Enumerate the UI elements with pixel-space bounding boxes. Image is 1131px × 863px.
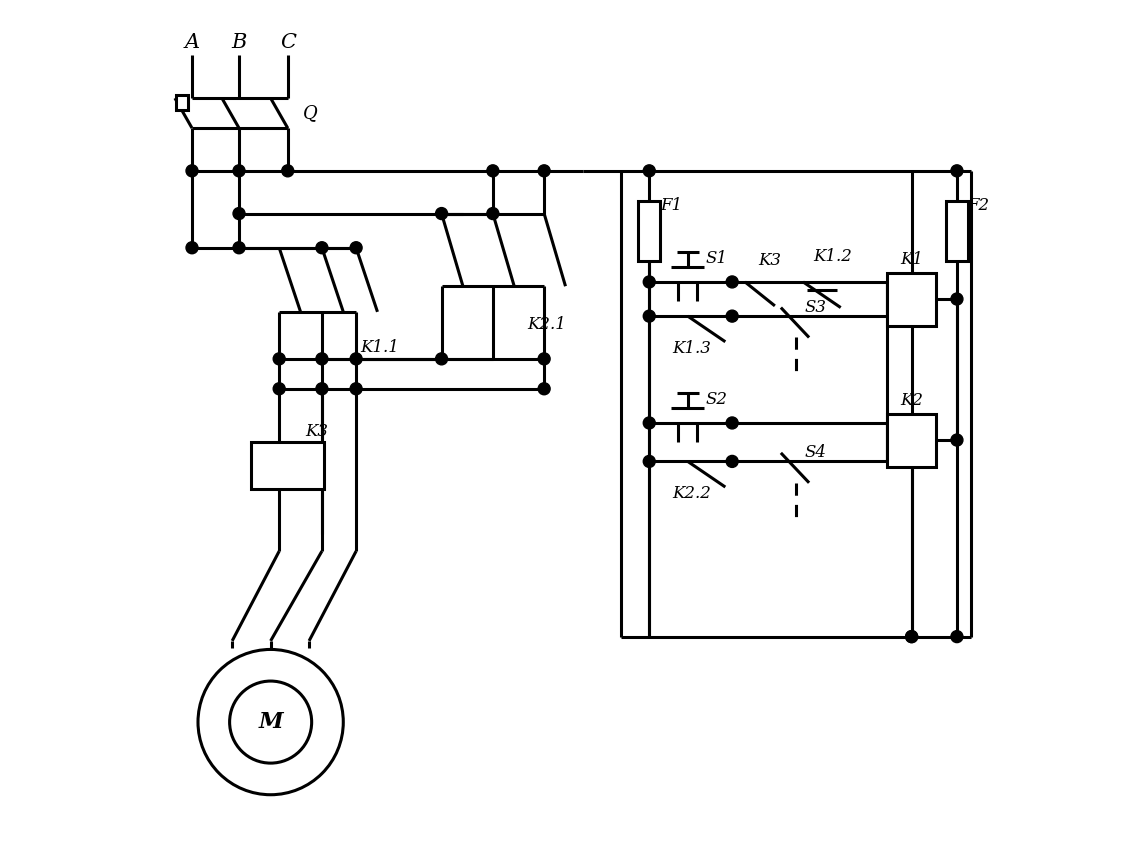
Circle shape — [316, 383, 328, 394]
Text: K2: K2 — [900, 392, 923, 409]
Text: S1: S1 — [706, 249, 727, 267]
Bar — [251, 442, 325, 489]
Bar — [887, 413, 936, 467]
Circle shape — [351, 383, 362, 394]
Circle shape — [538, 165, 550, 177]
Bar — [175, 95, 188, 110]
Circle shape — [486, 208, 499, 219]
Circle shape — [185, 165, 198, 177]
Text: K2.1: K2.1 — [527, 316, 566, 333]
Circle shape — [726, 456, 739, 468]
Circle shape — [486, 165, 499, 177]
Text: B: B — [232, 33, 247, 52]
Text: A: A — [184, 33, 199, 52]
Bar — [887, 273, 936, 325]
Text: K3: K3 — [758, 252, 780, 269]
Text: F2: F2 — [967, 197, 990, 213]
Circle shape — [233, 165, 245, 177]
Circle shape — [951, 434, 962, 446]
Text: S3: S3 — [805, 299, 827, 316]
Circle shape — [351, 242, 362, 254]
Circle shape — [538, 353, 550, 365]
Text: S4: S4 — [805, 444, 827, 462]
Circle shape — [538, 383, 550, 394]
Circle shape — [951, 293, 962, 305]
Circle shape — [644, 417, 655, 429]
Circle shape — [951, 631, 962, 643]
Circle shape — [233, 208, 245, 219]
Text: M: M — [258, 711, 283, 733]
Circle shape — [644, 310, 655, 322]
Circle shape — [233, 242, 245, 254]
Circle shape — [435, 353, 448, 365]
Circle shape — [644, 456, 655, 468]
Circle shape — [351, 353, 362, 365]
Text: K1.3: K1.3 — [672, 340, 711, 357]
Circle shape — [316, 242, 328, 254]
Text: S2: S2 — [706, 391, 727, 407]
Text: K1.1: K1.1 — [361, 339, 399, 356]
Circle shape — [185, 242, 198, 254]
Circle shape — [726, 276, 739, 288]
Circle shape — [230, 681, 312, 763]
Circle shape — [198, 650, 344, 795]
Circle shape — [644, 276, 655, 288]
Circle shape — [951, 165, 962, 177]
Circle shape — [282, 165, 294, 177]
Circle shape — [274, 353, 285, 365]
Circle shape — [644, 165, 655, 177]
Circle shape — [316, 353, 328, 365]
Bar — [638, 201, 661, 261]
Text: K2.2: K2.2 — [672, 485, 711, 502]
Circle shape — [906, 631, 917, 643]
Circle shape — [435, 208, 448, 219]
Circle shape — [274, 383, 285, 394]
Text: C: C — [279, 33, 295, 52]
Text: Q: Q — [303, 104, 318, 123]
Bar — [946, 201, 968, 261]
Circle shape — [726, 417, 739, 429]
Text: K1: K1 — [900, 251, 923, 268]
Circle shape — [906, 631, 917, 643]
Circle shape — [726, 310, 739, 322]
Text: K1.2: K1.2 — [813, 248, 853, 265]
Text: F1: F1 — [661, 197, 682, 213]
Text: K3: K3 — [305, 423, 328, 440]
